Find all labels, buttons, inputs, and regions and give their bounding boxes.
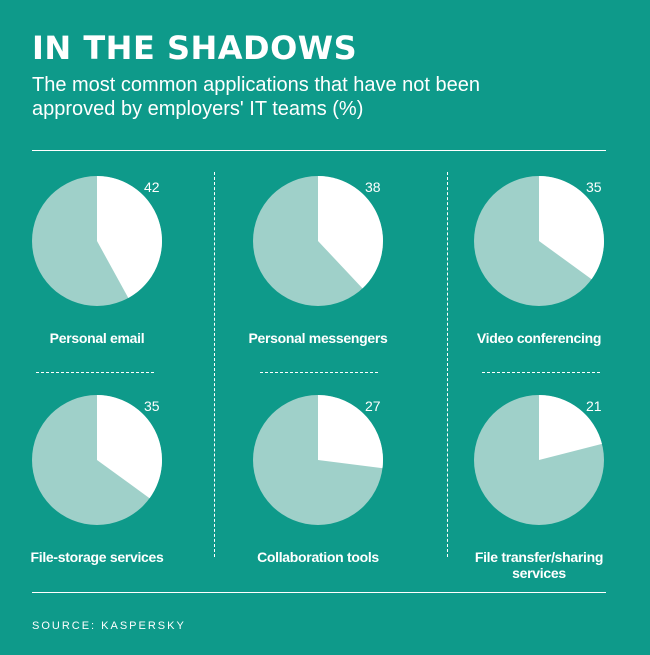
pie-value-label: 38 — [365, 179, 381, 195]
bottom-divider — [32, 592, 606, 593]
pie-value-label: 27 — [365, 398, 381, 414]
pie-chart: 27 Collaboration tools — [253, 394, 428, 594]
pie-value-slice — [97, 176, 162, 298]
column-divider-1 — [214, 172, 215, 557]
pie-svg — [474, 395, 604, 525]
pie-value-label: 35 — [586, 179, 602, 195]
row-divider-3 — [482, 372, 600, 373]
pie-chart: 21 File transfer/sharing services — [474, 394, 649, 594]
pie-chart: 35 File-storage services — [31, 394, 207, 594]
pie-value-slice — [318, 395, 384, 469]
pie-chart: 35 Video conferencing — [474, 175, 649, 375]
row-divider-2 — [260, 372, 378, 373]
column-divider-2 — [447, 172, 448, 557]
pie-svg — [253, 395, 384, 525]
pie-svg — [253, 176, 384, 306]
pie-category-label: Collaboration tools — [257, 549, 379, 565]
pie-value-slice — [539, 395, 602, 460]
top-divider — [32, 150, 606, 151]
pie-value-slice — [318, 176, 384, 289]
pie-category-label: File-storage services — [30, 549, 164, 565]
pie-chart: 42 Personal email — [32, 175, 207, 375]
chart-subtitle: The most common applications that have n… — [32, 74, 481, 120]
chart-title: IN THE SHADOWS — [32, 29, 358, 67]
pie-value-label: 21 — [586, 398, 602, 414]
pie-svg — [474, 176, 605, 306]
pie-svg — [32, 176, 162, 306]
pie-chart: 38 Personal messengers — [248, 175, 428, 375]
pie-value-label: 35 — [144, 398, 160, 414]
pie-category-label: File transfer/sharing services — [474, 549, 604, 581]
pie-category-label: Personal email — [49, 330, 145, 346]
row-divider-1 — [36, 372, 154, 373]
pie-value-slice — [97, 395, 163, 499]
pie-category-label: Video conferencing — [476, 330, 602, 346]
pie-value-slice — [539, 176, 605, 280]
pie-category-label: Personal messengers — [248, 330, 388, 346]
pie-svg — [32, 395, 163, 525]
pie-value-label: 42 — [144, 179, 160, 195]
source-note: SOURCE: KASPERSKY — [32, 620, 186, 632]
